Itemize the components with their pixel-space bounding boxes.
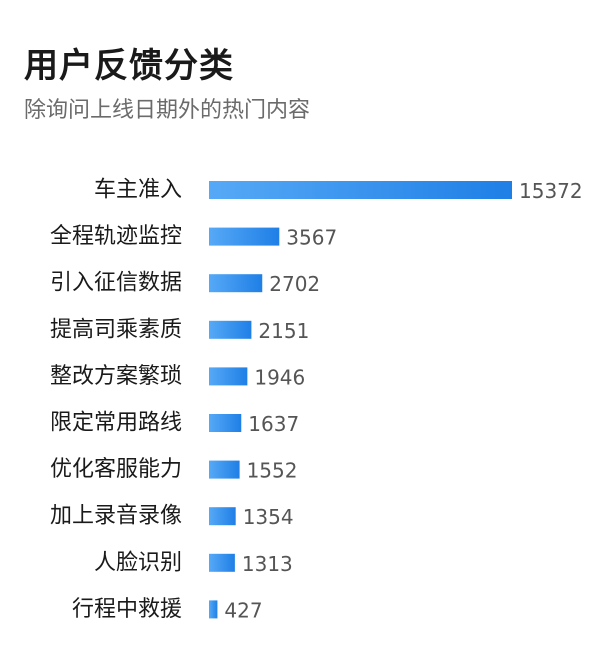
- bars-group: 车主准入 15372 全程轨迹监控 3567 引入征信数据 2702 提高司乘素质 2151 整…: [50, 178, 583, 623]
- value-label: 1946: [254, 365, 305, 389]
- value-label: 427: [224, 598, 262, 622]
- category-label: 人脸识别: [94, 550, 182, 575]
- category-label: 车主准入: [94, 178, 182, 203]
- value-label: 15372: [519, 179, 583, 203]
- category-label: 引入征信数据: [50, 271, 182, 296]
- value-label: 1313: [242, 552, 293, 576]
- bar: [209, 227, 280, 246]
- value-label: 2151: [258, 319, 309, 343]
- value-label: 3567: [286, 226, 337, 250]
- chart-title: 用户反馈分类: [24, 46, 234, 86]
- value-label: 1637: [248, 412, 299, 436]
- bar: [209, 181, 512, 199]
- value-label: 2702: [269, 272, 320, 296]
- bar: [209, 553, 235, 572]
- bar: [209, 460, 240, 479]
- bar: [209, 507, 236, 526]
- bar: [209, 414, 242, 432]
- category-label: 全程轨迹监控: [50, 224, 182, 249]
- category-label: 整改方案繁琐: [50, 364, 182, 389]
- bar: [209, 600, 218, 619]
- bar: [209, 367, 248, 386]
- value-label: 1354: [243, 505, 294, 529]
- bar: [209, 274, 263, 293]
- category-label: 限定常用路线: [50, 411, 182, 436]
- bar: [209, 320, 252, 339]
- category-label: 提高司乘素质: [50, 317, 182, 342]
- category-label: 加上录音录像: [50, 504, 182, 529]
- category-label: 行程中救援: [72, 597, 182, 622]
- value-label: 1552: [247, 459, 298, 483]
- category-label: 优化客服能力: [50, 457, 182, 482]
- chart-subtitle: 除询问上线日期外的热门内容: [24, 98, 311, 123]
